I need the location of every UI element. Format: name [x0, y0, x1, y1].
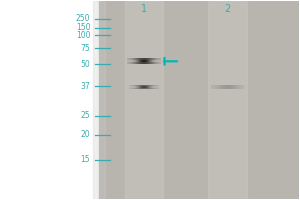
Text: 25: 25 [81, 111, 90, 120]
Text: 50: 50 [80, 60, 90, 69]
Text: 15: 15 [81, 155, 90, 164]
Bar [93, 1, 105, 199]
Text: 2: 2 [224, 4, 231, 14]
Text: 100: 100 [76, 31, 90, 40]
Text: 1: 1 [141, 4, 147, 14]
Text: 75: 75 [80, 44, 90, 53]
Text: 37: 37 [80, 82, 90, 91]
Bar [124, 1, 164, 199]
Bar [208, 1, 247, 199]
Text: 250: 250 [76, 14, 90, 23]
Text: 20: 20 [81, 130, 90, 139]
Bar [1, 1, 99, 199]
Bar [99, 1, 299, 199]
Text: 150: 150 [76, 23, 90, 32]
